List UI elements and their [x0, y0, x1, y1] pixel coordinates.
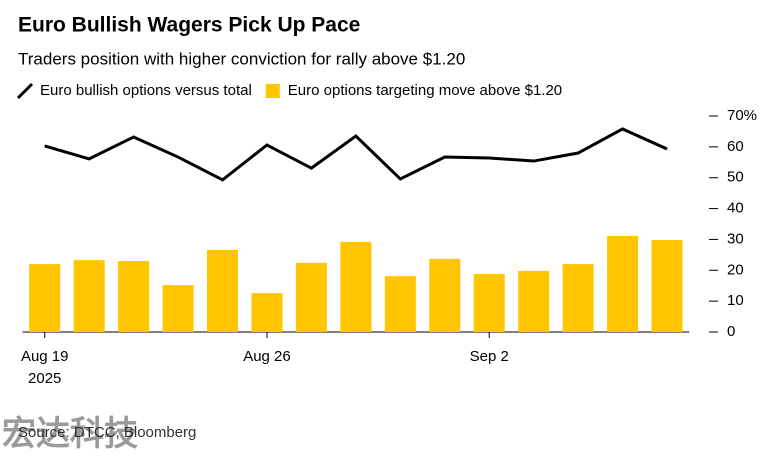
chart-title: Euro Bullish Wagers Pick Up Pace — [18, 14, 360, 37]
y-tick-label: 40 — [727, 200, 744, 217]
y-tick-label: 0 — [727, 323, 735, 340]
bar — [384, 276, 416, 332]
bar — [73, 260, 105, 332]
bar — [651, 240, 683, 332]
y-tick-label: 60 — [727, 138, 744, 155]
x-tick-label: Sep 2 — [470, 348, 509, 365]
y-tick-label: 30 — [727, 230, 744, 247]
bar — [295, 262, 327, 332]
x-tick-label: Aug 19 — [21, 348, 69, 365]
watermark: 宏达科技 — [2, 414, 138, 453]
bar — [473, 273, 505, 332]
bar — [251, 293, 283, 332]
y-tick-label: 50 — [727, 169, 744, 186]
y-tick-label: 70% — [727, 107, 757, 124]
y-tick-label: 10 — [727, 292, 744, 309]
bar — [518, 270, 550, 332]
bar — [29, 264, 61, 332]
x-year-label: 2025 — [28, 370, 61, 387]
bar — [340, 241, 372, 332]
y-tick-label: 20 — [727, 261, 744, 278]
chart-subtitle: Traders position with higher conviction … — [18, 49, 465, 68]
line — [44, 127, 668, 182]
legend-label: Euro bullish options versus total — [40, 82, 252, 99]
bar — [207, 249, 239, 332]
legend-label: Euro options targeting move above $1.20 — [288, 82, 562, 99]
legend-swatch — [265, 84, 280, 98]
source: Source: DTCC, Bloomberg — [18, 424, 196, 441]
bar — [562, 264, 594, 332]
bar — [607, 236, 639, 332]
bar — [162, 285, 194, 332]
bar — [118, 261, 150, 332]
legend-swatch — [16, 82, 34, 100]
x-tick-label: Aug 26 — [243, 348, 291, 365]
bar — [429, 258, 461, 332]
